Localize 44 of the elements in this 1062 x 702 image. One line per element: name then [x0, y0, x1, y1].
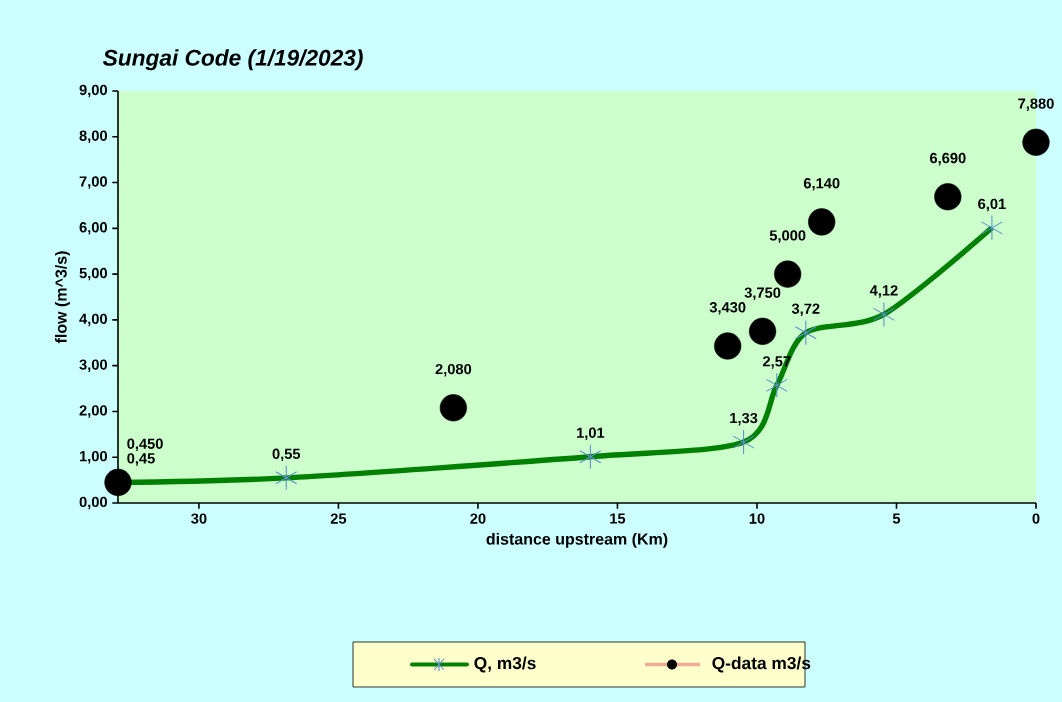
data-label: 1,01	[577, 427, 605, 441]
data-label: 3,72	[791, 303, 820, 316]
y-tick-label: 6,00	[79, 222, 107, 235]
point	[1022, 128, 1050, 156]
data-label: 3,750	[744, 287, 781, 300]
x-tick-label: 0	[1032, 513, 1040, 524]
data-label: 7,880	[1018, 98, 1054, 111]
data-label: 0,450	[127, 438, 163, 452]
data-label: 0,55	[272, 448, 301, 462]
y-tick-label: 7,00	[79, 176, 107, 189]
data-label: 1,33	[730, 412, 758, 426]
data-label: 4,12	[869, 285, 898, 298]
point	[808, 208, 836, 236]
point	[934, 183, 962, 211]
x-tick-label: 30	[191, 513, 207, 524]
point	[439, 394, 467, 422]
data-label: 5,000	[769, 230, 806, 243]
y-tick-label: 1,00	[79, 450, 107, 464]
data-label: 6,690	[930, 152, 966, 166]
y-tick-label: 3,00	[79, 359, 107, 372]
x-tick-label: 10	[749, 513, 765, 524]
data-label: 3,430	[709, 302, 746, 315]
y-tick-label: 2,00	[79, 405, 107, 418]
x-tick-label: 5	[892, 513, 901, 524]
point	[714, 332, 742, 360]
legend-label: Q-data m3/s	[712, 656, 811, 673]
y-tick-label: 0,00	[79, 496, 107, 510]
x-axis-title: distance upstream (Km)	[486, 532, 668, 548]
y-tick-label: 4,00	[79, 313, 107, 327]
legend-label: Q, m3/s	[474, 656, 536, 673]
data-label: 6,140	[803, 178, 840, 191]
x-tick-label: 25	[330, 513, 347, 524]
x-tick-label: 20	[470, 513, 486, 524]
data-label: 2,080	[435, 363, 472, 377]
chart-title: Sungai Code (1/19/2023)	[102, 49, 363, 71]
data-label: 6,01	[978, 198, 1006, 212]
y-tick-label: 8,00	[79, 130, 107, 144]
point	[748, 317, 777, 345]
y-tick-label: 9,00	[79, 84, 107, 98]
x-tick-label: 15	[610, 513, 626, 524]
y-axis-title: flow (m^3/s)	[54, 251, 70, 344]
point	[774, 260, 802, 288]
y-tick-label: 5,00	[79, 267, 107, 281]
data-label: 0,45	[127, 453, 155, 466]
